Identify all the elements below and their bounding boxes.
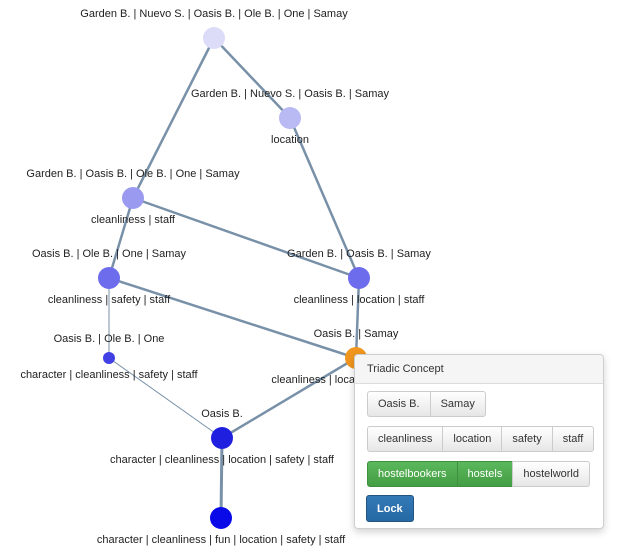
lattice-node-n0[interactable] (203, 27, 225, 49)
node-extent-label: Garden B. | Nuevo S. | Oasis B. | Samay (191, 88, 390, 100)
extent-button-oasis-b[interactable]: Oasis B. (367, 391, 431, 417)
intent-button-staff[interactable]: staff (551, 426, 595, 452)
extent-button-samay[interactable]: Samay (429, 391, 486, 417)
lattice-edge-n2-n3 (107, 196, 135, 280)
node-extent-label: Oasis B. | Ole B. | One | Samay (32, 248, 187, 260)
intent-button-group: cleanliness location safety staff (367, 426, 595, 452)
intent-button-cleanliness[interactable]: cleanliness (367, 426, 444, 452)
node-extent-label: Oasis B. (201, 408, 243, 420)
node-extent-label: Garden B. | Oasis B. | Ole B. | One | Sa… (26, 168, 240, 180)
node-extent-label: Garden B. | Nuevo S. | Oasis B. | Ole B.… (80, 8, 348, 20)
node-extent-label: Oasis B. | Ole B. | One (54, 333, 165, 345)
node-extent-label: Oasis B. | Samay (314, 328, 399, 340)
lattice-node-n2[interactable] (122, 187, 144, 209)
lattice-node-n3[interactable] (98, 267, 120, 289)
lattice-edge-n6-n7 (220, 356, 358, 440)
node-intent-label: character | cleanliness | safety | staff (20, 369, 198, 381)
lattice-edge-n2-n4 (131, 196, 361, 280)
extent-button-group: Oasis B. Samay (367, 391, 486, 417)
lattice-nodes: Garden B. | Nuevo S. | Oasis B. | Ole B.… (20, 8, 441, 546)
lattice-node-n1[interactable] (279, 107, 301, 129)
lattice-edge-n5-n7 (108, 357, 223, 439)
triadic-concept-panel: Triadic Concept Oasis B. Samay cleanline… (354, 354, 604, 529)
lattice-node-n5[interactable] (103, 352, 115, 364)
intent-button-safety[interactable]: safety (501, 426, 553, 452)
modus-button-hostelbookers[interactable]: hostelbookers (367, 461, 458, 487)
lattice-edge-n7-n8 (219, 436, 224, 520)
modus-button-hostels[interactable]: hostels (456, 461, 514, 487)
lattice-edge-n0-n2 (131, 36, 216, 200)
lattice-node-n4[interactable] (348, 267, 370, 289)
lattice-edge-n0-n1 (212, 36, 292, 120)
lattice-edge-n1-n4 (288, 116, 361, 280)
node-intent-label: cleanliness | safety | staff (48, 294, 171, 306)
node-intent-label: cleanliness | staff (91, 214, 176, 226)
modus-button-group: hostelbookers hostels hostelworld (367, 461, 590, 487)
node-intent-label: location (271, 134, 309, 146)
lattice-node-n7[interactable] (211, 427, 233, 449)
node-extent-label: Garden B. | Oasis B. | Samay (287, 248, 431, 260)
intent-button-location[interactable]: location (442, 426, 503, 452)
lattice-edge-n4-n6 (354, 276, 361, 360)
modus-button-hostelworld[interactable]: hostelworld (512, 461, 590, 487)
lock-button[interactable]: Lock (366, 495, 414, 522)
node-intent-label: character | cleanliness | fun | location… (97, 534, 346, 546)
lattice-node-n8[interactable] (210, 507, 232, 529)
node-intent-label: cleanliness | location | staff (294, 294, 426, 306)
panel-title: Triadic Concept (355, 355, 603, 384)
node-intent-label: character | cleanliness | location | saf… (110, 454, 335, 466)
lattice-edge-n3-n6 (107, 276, 358, 360)
lattice-edges (107, 36, 361, 520)
